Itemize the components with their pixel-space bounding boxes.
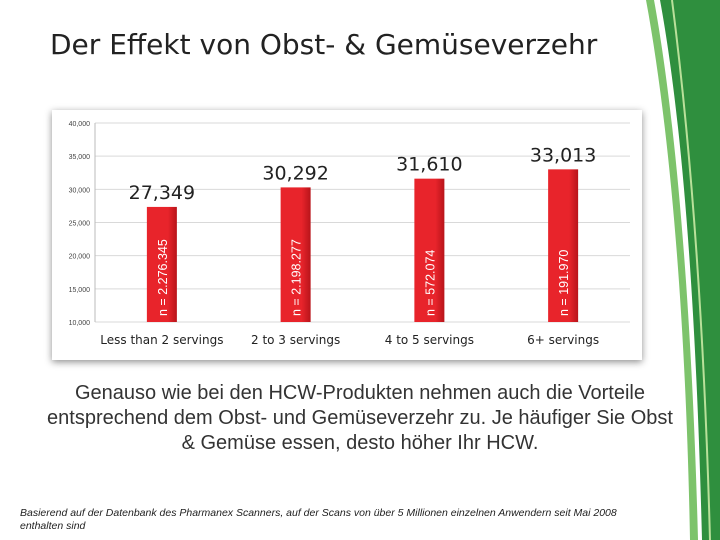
bar bbox=[280, 187, 311, 322]
bar-sample-size-label: n = 572.074 bbox=[423, 250, 437, 316]
decorative-green-swoosh bbox=[646, 0, 720, 540]
x-category-label: 6+ servings bbox=[527, 333, 599, 347]
x-category-label: 2 to 3 servings bbox=[251, 333, 340, 347]
y-tick-label: 25,000 bbox=[69, 221, 91, 228]
bar bbox=[146, 206, 177, 322]
source-note: Basierend auf der Datenbank des Pharmane… bbox=[20, 507, 617, 532]
bar-chart-svg: 10,000 15,000 20,000 25,000 30,000 35,000 40,0… bbox=[69, 121, 630, 347]
y-tick-label: 35,000 bbox=[69, 154, 91, 161]
body-text: Genauso wie bei den HCW-Produkten nehmen… bbox=[47, 382, 673, 454]
bar-chart: 10,000 15,000 20,000 25,000 30,000 35,000 40,0… bbox=[52, 110, 642, 360]
slide-title: Der Effekt von Obst- & Gemüseverzehr bbox=[50, 28, 598, 61]
bar-sample-size-label: n = 191.970 bbox=[557, 250, 571, 316]
swoosh-line bbox=[671, 0, 711, 540]
bar bbox=[414, 178, 445, 322]
bar-sample-size-label: n = 2.198.277 bbox=[290, 239, 304, 316]
x-category-label: Less than 2 servings bbox=[100, 333, 223, 347]
y-tick-label: 20,000 bbox=[69, 254, 91, 261]
y-tick-label: 15,000 bbox=[69, 287, 91, 294]
x-category-label: 4 to 5 servings bbox=[385, 333, 474, 347]
bar-value-label: 31,610 bbox=[396, 154, 462, 176]
y-tick-label: 10,000 bbox=[69, 320, 91, 327]
y-tick-label: 30,000 bbox=[69, 187, 91, 194]
swoosh-light bbox=[646, 0, 698, 540]
bar-value-label: 27,349 bbox=[129, 182, 195, 204]
bar-value-label: 30,292 bbox=[262, 162, 328, 184]
bar-sample-size-label: n = 2.276.345 bbox=[156, 239, 170, 316]
bar bbox=[548, 169, 579, 322]
y-tick-label: 40,000 bbox=[69, 121, 91, 128]
bar-value-label: 33,013 bbox=[530, 144, 596, 166]
